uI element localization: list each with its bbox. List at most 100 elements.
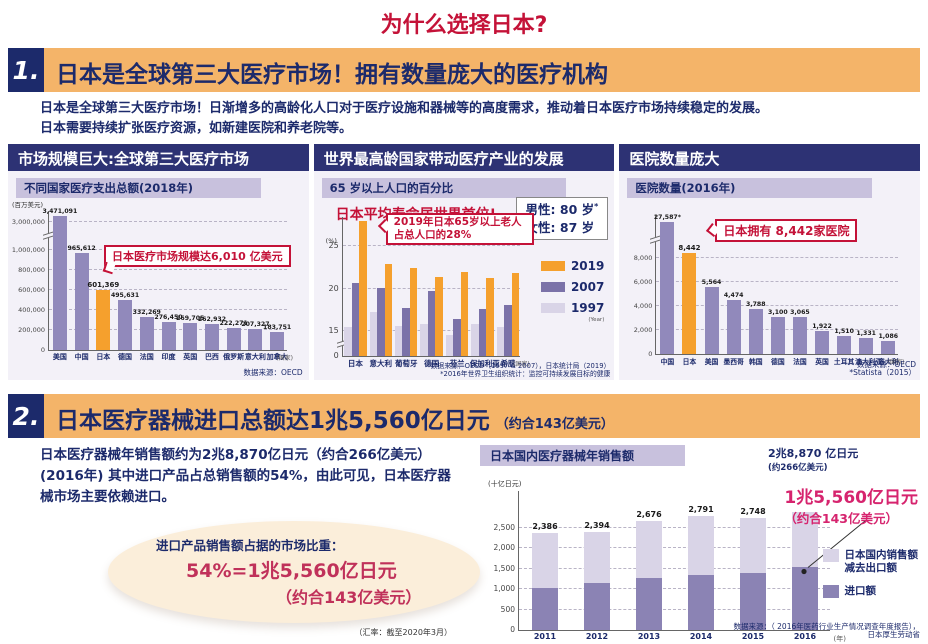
x-category: 意大利 bbox=[244, 353, 266, 361]
total-label: 2,676 bbox=[636, 509, 662, 519]
exchange-rate-note: （汇率：截至2020年3月） bbox=[354, 627, 452, 637]
legend-item: 日本国内销售额 减去出口额 bbox=[822, 549, 918, 575]
chart3-source1: 数据来源：OECD bbox=[856, 360, 917, 369]
x-category: 芬兰 bbox=[449, 359, 465, 368]
legend-swatch bbox=[540, 282, 565, 292]
panel-market-header: 市场规模巨大:全球第三大医疗市场 bbox=[8, 144, 309, 171]
bar-英国 bbox=[815, 330, 830, 354]
y-tick-label: 400,000 bbox=[18, 306, 45, 314]
bar-import-2015 bbox=[740, 572, 766, 630]
bar-value: 965,612 bbox=[67, 245, 96, 253]
panel-hospitals-header: 医院数量庞大 bbox=[619, 144, 921, 171]
bar-芬兰-2019 bbox=[460, 271, 469, 356]
y-tick-label: 2,500 bbox=[493, 523, 515, 532]
legend-swatch bbox=[540, 261, 565, 271]
y-tick-label: 500 bbox=[500, 604, 515, 614]
bar-印度 bbox=[161, 322, 176, 350]
infographic-page: 为什么选择日本? 1. 日本是全球第三大医疗市场！拥有数量庞大的医疗机构 日本是… bbox=[8, 13, 921, 643]
x-category: 墨西哥 bbox=[723, 358, 744, 366]
x-category: 英国 bbox=[815, 358, 829, 366]
x-category: 2011 bbox=[533, 632, 557, 641]
gridline bbox=[49, 289, 287, 290]
y-tick-label: 25 bbox=[328, 241, 339, 251]
bar-domestic-2015 bbox=[740, 517, 766, 573]
chart2-footnote: *2016年世界卫生组织统计：监控可持续发展目标的健康 bbox=[440, 370, 611, 378]
ellipse-value: 54%=1兆5,560亿日元 bbox=[186, 560, 397, 583]
section2-content: 日本医疗器械年销售额约为2兆8,870亿日元（约合266亿美元） (2016年)… bbox=[8, 445, 920, 643]
bar-import-2012 bbox=[584, 582, 610, 630]
page-title: 为什么选择日本? bbox=[380, 13, 548, 38]
spending-chart: 200,000 400,000 600,000 800,000 1,000,000 3,0… bbox=[12, 208, 293, 362]
section2-number: 2. bbox=[8, 394, 44, 438]
x-category: 保加利亚 bbox=[469, 359, 500, 368]
chart1-subtitle: 不同国家医疗支出总额(2018年) bbox=[16, 178, 261, 198]
x-category: 法国 bbox=[793, 358, 807, 366]
bar-value: 1,922 bbox=[812, 322, 832, 330]
bar-日本-2019 bbox=[359, 221, 367, 356]
bar-domestic-2012 bbox=[584, 532, 610, 583]
axis-suffix: (年) bbox=[833, 635, 846, 643]
bar-葡萄牙-2007 bbox=[402, 307, 410, 356]
gridline bbox=[49, 269, 287, 270]
legend-item-2007: 2007 bbox=[540, 280, 604, 294]
bar-保加利亚-1997 bbox=[471, 323, 479, 356]
legend-label-line1: 进口额 bbox=[844, 585, 877, 598]
bar-日本-1997 bbox=[344, 327, 352, 356]
bar-value: 332,269 bbox=[132, 308, 161, 316]
x-category: 加拿大 bbox=[266, 353, 288, 361]
y-tick-label: 0 bbox=[40, 346, 45, 354]
section1-title: 日本是全球第三大医疗市场！拥有数量庞大的医疗机构 bbox=[56, 62, 608, 88]
bar-希腊-1997 bbox=[496, 327, 505, 356]
x-category: 德国 bbox=[118, 353, 133, 361]
gridline bbox=[342, 287, 520, 289]
bar-value: 601,369 bbox=[87, 280, 120, 289]
legend-item: 进口额 bbox=[822, 585, 919, 599]
chart2-source: 数据来源：OECD（1997 & 2007），日本统计局（2019） bbox=[430, 362, 611, 370]
section1-banner: 1. 日本是全球第三大医疗市场！拥有数量庞大的医疗机构 bbox=[8, 48, 920, 92]
body-line2: (2016年) 其中进口产品占总销售额的54%，由此可见，日本医疗器 bbox=[40, 467, 451, 484]
x-category: 俄罗斯 bbox=[223, 353, 245, 361]
legend-swatch bbox=[540, 303, 565, 313]
bar-意大利-2007 bbox=[377, 287, 385, 356]
panel-market-body: 不同国家医疗支出总额(2018年) (百万美元) 200,000 400,000 6… bbox=[8, 171, 309, 380]
x-category: 土耳其 bbox=[833, 358, 855, 366]
sales-chart: 500 1,000 1,500 2,000 2,500 0 2,386 2011 2,394 20… bbox=[494, 491, 846, 643]
legend-label-line2: 减去出口额 bbox=[844, 562, 898, 575]
panel-aging-body: 65 岁以上人口的百分比 日本平均寿命居世界首位! 男性: 80 岁* 女性: … bbox=[314, 171, 615, 380]
bar-德国-2007 bbox=[427, 291, 436, 356]
axis-suffix: (国家) bbox=[512, 361, 530, 368]
import-value-line2: （约合143亿美元） bbox=[784, 511, 898, 526]
gridline bbox=[49, 309, 287, 310]
import-value-annotation: 1兆5,560亿日元 （约合143亿美元） bbox=[784, 483, 918, 527]
bar-法国 bbox=[139, 316, 154, 350]
ellipse-value2: （约合143亿美元） bbox=[276, 588, 422, 608]
section2-banner: 2. 日本医疗器械进口总额达1兆5,560亿日元 （约合143亿美元） bbox=[8, 394, 920, 438]
bar-意大利-1997 bbox=[369, 312, 378, 356]
hospitals-callout: 日本拥有 8,442家医院 bbox=[706, 219, 858, 242]
bar-value: 3,788 bbox=[745, 300, 766, 308]
x-category: 葡萄牙 bbox=[394, 359, 418, 368]
gridline bbox=[49, 221, 287, 222]
panel-market-size: 市场规模巨大:全球第三大医疗市场 不同国家医疗支出总额(2018年) (百万美元… bbox=[8, 144, 309, 380]
lifespan-male: 男性: 80 岁* bbox=[525, 202, 599, 218]
y-tick-label: 0 bbox=[510, 625, 515, 634]
y-tick-label: 8,000 bbox=[633, 254, 653, 262]
bar-中国 bbox=[660, 222, 675, 354]
asterisk: * bbox=[594, 202, 599, 211]
chart4-source1: 数据来源：（ 2016年医药行业生产情况调查年度报告）， bbox=[733, 622, 920, 631]
x-category: 意大利 bbox=[878, 358, 899, 366]
bar-value: 222,271 bbox=[219, 319, 248, 327]
aging-callout-text: 2019年日本65岁以上老人占总人口的28% bbox=[393, 216, 522, 242]
y-tick-label: 200,000 bbox=[18, 326, 45, 334]
intro-line2: 日本需要持续扩张医疗资源，如新建医院和养老院等。 bbox=[40, 120, 353, 136]
aging-callout: 2019年日本65岁以上老人占总人口的28% bbox=[377, 213, 534, 246]
y-tick-label: 1,000,000 bbox=[11, 246, 45, 254]
y-tick-label: 4,000 bbox=[633, 302, 653, 310]
y-tick-label: 2,000 bbox=[633, 326, 653, 334]
section2-left: 日本医疗器械年销售额约为2兆8,870亿日元（约合266亿美元） (2016年)… bbox=[8, 445, 480, 641]
axis-suffix: (国家) bbox=[276, 355, 293, 362]
bar-法国 bbox=[792, 317, 807, 354]
x-category: 2014 bbox=[689, 632, 713, 641]
panel-aging: 世界最高龄国家带动医疗产业的发展 65 岁以上人口的百分比 日本平均寿命居世界首… bbox=[313, 144, 615, 380]
body-line1: 日本医疗器械年销售额约为2兆8,870亿日元（约合266亿美元） bbox=[40, 447, 431, 463]
